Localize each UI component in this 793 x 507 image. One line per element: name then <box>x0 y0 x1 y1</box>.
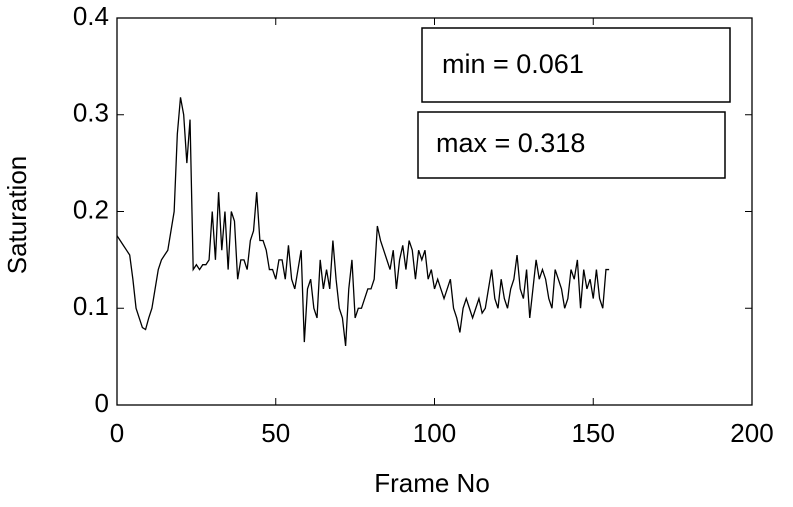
annotation: min = 0.061 <box>442 49 584 79</box>
y-axis-label: Saturation <box>2 156 32 275</box>
annotation-box <box>421 27 731 103</box>
y-tick-label: 0.2 <box>73 194 109 224</box>
annotation-box <box>417 111 726 179</box>
y-tick-label: 0 <box>95 388 109 418</box>
annotation: max = 0.318 <box>436 128 585 158</box>
x-tick-label: 200 <box>730 418 773 448</box>
x-tick-label: 0 <box>110 418 124 448</box>
x-axis-label: Frame No <box>374 468 490 498</box>
x-tick-label: 100 <box>413 418 456 448</box>
y-tick-label: 0.4 <box>73 1 109 31</box>
y-tick-label: 0.1 <box>73 291 109 321</box>
y-tick-label: 0.3 <box>73 98 109 128</box>
data-line <box>116 97 610 347</box>
x-tick-label: 150 <box>572 418 615 448</box>
x-tick-label: 50 <box>261 418 290 448</box>
